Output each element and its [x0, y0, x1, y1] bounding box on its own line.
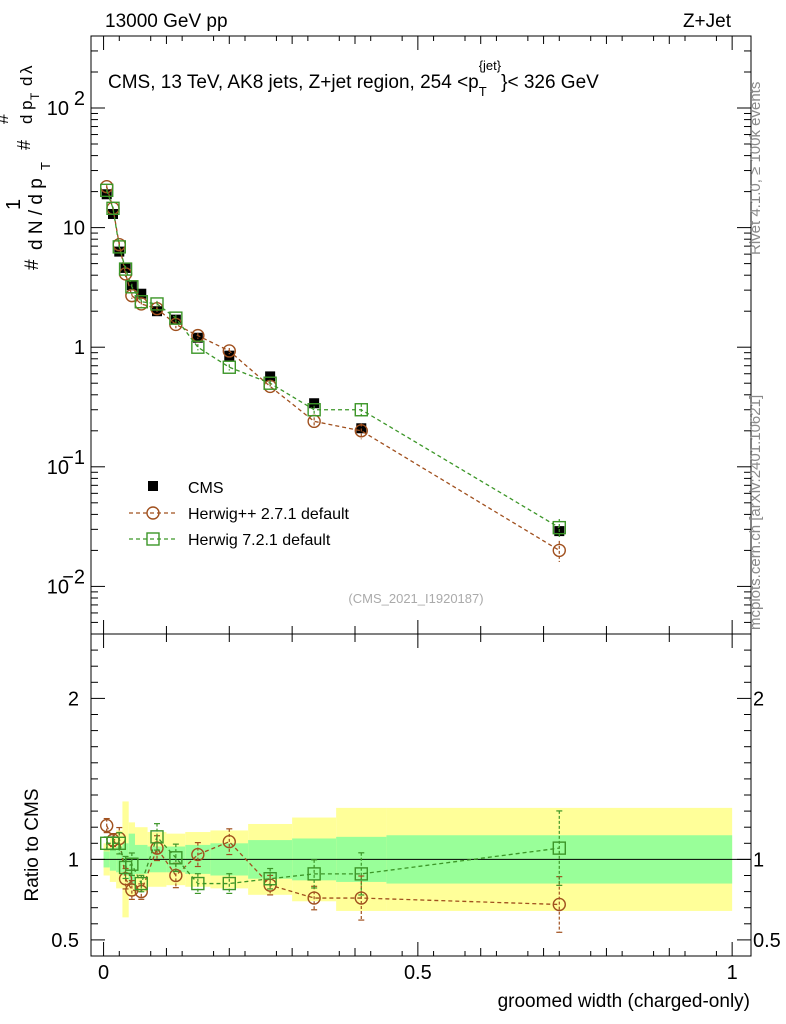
- ratio-tick-label-right: 0.5: [753, 930, 781, 952]
- y-tick-label: 10: [47, 98, 69, 120]
- herwig7-ratio-point: [354, 867, 368, 881]
- y-label-part-t: T: [38, 162, 53, 170]
- herwig7-point: [552, 520, 566, 535]
- plot-title-sub: T: [479, 84, 487, 99]
- herwig7-point: [150, 297, 164, 311]
- y-tick-label: 10: [47, 457, 69, 479]
- herwigpp-point: [354, 424, 368, 438]
- ratio-tick-label: 1: [68, 849, 79, 871]
- x-axis-label: groomed width (charged-only): [498, 991, 750, 1012]
- x-tick-label: 0: [98, 962, 109, 984]
- cms-point: [114, 246, 125, 257]
- x-tick-label: 1: [727, 962, 738, 984]
- rivet-label: Rivet 4.1.0, ≥ 100k events: [747, 82, 764, 255]
- legend-herwig7-marker: [146, 532, 160, 546]
- herwig7-ratio-point: [150, 830, 164, 844]
- analysis-reference: (CMS_2021_I1920187): [348, 591, 483, 606]
- cms-point: [356, 423, 367, 434]
- plot-title-sup: {jet}: [479, 58, 502, 73]
- legend-herwigpp-label: Herwig++ 2.7.1 default: [188, 506, 350, 523]
- ratio-tick-label: 0.5: [51, 930, 79, 952]
- herwig7-point: [125, 280, 139, 294]
- y-tick-label: 10: [47, 576, 69, 598]
- herwig7-ratio-point: [169, 851, 183, 865]
- svg-text:# 1 d N / d p: # 1 d N / d p T # # d 2 N d p T d λ: [0, 65, 55, 270]
- mcplots-label: mcplots.cern.ch [arXiv:2401.10621]: [747, 395, 764, 630]
- herwig7-point: [222, 360, 236, 374]
- herwigpp-ratio-point: [222, 834, 236, 849]
- ratio-tick-label: 2: [68, 688, 79, 710]
- herwigpp-ratio-point: [100, 818, 114, 833]
- herwigpp-point: [552, 543, 566, 558]
- herwig7-point: [354, 403, 368, 417]
- y-tick-label: 10: [63, 218, 85, 240]
- y-tick-exponent: 2: [74, 88, 85, 110]
- legend-cms-label: CMS: [188, 480, 224, 497]
- legend-cms-marker: [148, 481, 158, 491]
- herwigpp-ratio-point: [552, 897, 566, 912]
- herwig7-ratio-point: [263, 872, 277, 886]
- y-label-part-1: 1: [3, 199, 25, 210]
- herwig7-ratio-line: [106, 835, 560, 886]
- herwig7-point: [118, 262, 133, 276]
- y-label-d1: d: [0, 95, 2, 104]
- plot-title-main: CMS, 13 TeV, AK8 jets, Z+jet region, 254…: [108, 72, 479, 93]
- herwig7-point: [112, 240, 126, 254]
- herwig7-point: [307, 403, 321, 417]
- herwig7-ratio-point: [125, 857, 139, 871]
- herwig7-line: [106, 190, 560, 529]
- x-tick-label: 0.5: [404, 962, 432, 984]
- herwig7-point: [191, 340, 205, 354]
- herwigpp-line: [106, 186, 560, 551]
- plot-title: CMS, 13 TeV, AK8 jets, Z+jet region, 254…: [108, 58, 599, 99]
- header-right: Z+Jet: [683, 11, 732, 32]
- herwigpp-point: [222, 344, 236, 358]
- y-tick-label: 1: [74, 337, 85, 359]
- herwigpp-ratio-point: [150, 841, 164, 855]
- herwig7-ratio-point: [191, 876, 205, 891]
- cms-point: [136, 288, 147, 299]
- header-left: 13000 GeV pp: [105, 11, 228, 32]
- y-label-hash3: #: [0, 114, 12, 124]
- y-tick-exponent: −1: [62, 447, 85, 469]
- ratio-tick-label-right: 1: [753, 849, 764, 871]
- y-axis-label: # 1 d N / d p T # # d 2 N d p T d λ: [0, 65, 55, 270]
- herwig7-ratio-point: [222, 876, 236, 891]
- herwig7-point: [134, 295, 148, 309]
- legend-herwigpp-marker: [146, 506, 160, 520]
- herwig7-ratio-point: [112, 836, 126, 850]
- legend-herwig7-label: Herwig 7.2.1 default: [188, 532, 331, 549]
- y-label-dp: d p: [17, 100, 36, 124]
- herwig7-point: [263, 376, 277, 390]
- y-label-n: N: [0, 74, 2, 86]
- data-series: [100, 179, 566, 933]
- plot-title-tail: }< 326 GeV: [501, 72, 599, 93]
- herwigpp-ratio-point: [354, 891, 368, 905]
- y-label-lambda: λ: [17, 65, 36, 74]
- herwig7-point: [106, 201, 120, 216]
- herwig7-point: [169, 311, 183, 325]
- y-tick-exponent: −2: [62, 566, 85, 588]
- herwigpp-ratio-point: [307, 891, 321, 905]
- y-label-t2: T: [28, 92, 42, 100]
- legend: CMS Herwig++ 2.7.1 default Herwig 7.2.1 …: [129, 480, 350, 549]
- y-label-part-dn: d N / d p: [26, 178, 47, 250]
- herwig7-ratio-point: [134, 876, 148, 891]
- cms-point: [101, 189, 112, 200]
- ratio-tick-label-right: 2: [753, 688, 764, 710]
- herwig7-ratio-point: [552, 841, 566, 855]
- herwig7-point: [100, 183, 114, 198]
- y-label-hash1: #: [22, 259, 43, 270]
- ratio-y-label: Ratio to CMS: [22, 789, 43, 902]
- herwigpp-point: [307, 414, 321, 429]
- herwig7-ratio-point: [307, 867, 321, 881]
- cms-point: [224, 350, 235, 361]
- y-label-d2: d: [17, 77, 36, 86]
- herwigpp-ratio-point: [191, 847, 205, 862]
- y-label-hash2: #: [14, 140, 34, 150]
- cms-point: [265, 371, 276, 382]
